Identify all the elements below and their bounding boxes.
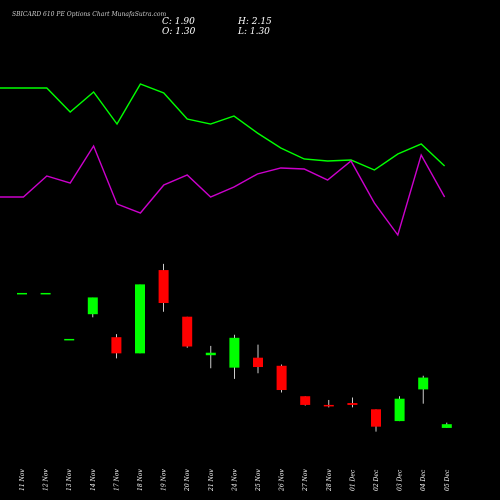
candle-body — [347, 403, 358, 405]
x-tick-label: 20 Nov — [184, 469, 191, 492]
lower-line-path — [0, 144, 446, 237]
candle-body — [135, 284, 145, 354]
high-value: H: 2.15 — [238, 17, 272, 27]
x-tick-label: 19 Nov — [161, 469, 168, 491]
low-value: L: 1.30 — [238, 27, 270, 37]
candles-group — [17, 263, 452, 432]
candle — [394, 396, 405, 422]
candle — [276, 364, 287, 393]
candle — [347, 397, 358, 408]
chart-title: SBICARD 610 PE Options Chart MunafaSutra… — [12, 11, 167, 18]
candle-body — [300, 396, 311, 405]
candle-body — [323, 404, 334, 407]
candle-body — [205, 352, 216, 356]
candle — [229, 334, 240, 379]
candle-body — [17, 292, 27, 295]
candle-body — [229, 337, 240, 368]
candle — [87, 297, 98, 318]
x-tick-label: 11 Nov — [19, 469, 26, 491]
x-tick-label: 21 Nov — [208, 469, 215, 492]
x-axis-ticks: 11 Nov 12 Nov 13 Nov 14 Nov 17 Nov 18 Nov 19 N… — [19, 469, 451, 492]
candle-body — [182, 316, 193, 347]
candle — [17, 292, 27, 295]
candle — [418, 375, 429, 404]
candle — [135, 284, 145, 354]
x-tick-label: 13 Nov — [66, 469, 73, 491]
upper-indicator-line — [0, 83, 446, 171]
candle-body — [87, 297, 98, 315]
x-tick-label: 03 Dec — [397, 469, 404, 491]
close-value: C: 1.90 — [162, 17, 195, 27]
candle — [182, 316, 193, 348]
candle — [205, 345, 216, 369]
candle-body — [158, 270, 169, 304]
x-tick-label: 24 Nov — [231, 469, 238, 492]
candle — [111, 334, 122, 359]
open-value: O: 1.30 — [162, 27, 196, 37]
x-tick-label: 25 Nov — [255, 469, 262, 492]
x-tick-label: 01 Dec — [349, 469, 356, 491]
candle — [253, 344, 263, 374]
candle — [64, 338, 75, 341]
candle-body — [418, 377, 429, 390]
candle — [40, 292, 51, 295]
candle-body — [253, 357, 263, 368]
lower-indicator-line — [0, 144, 446, 237]
candle — [158, 263, 169, 312]
x-tick-label: 14 Nov — [90, 469, 97, 491]
candle — [300, 396, 311, 406]
candle — [441, 422, 452, 428]
x-tick-label: 28 Nov — [326, 469, 333, 492]
x-tick-label: 12 Nov — [43, 469, 50, 491]
candle — [323, 399, 334, 408]
x-tick-label: 27 Nov — [302, 469, 309, 492]
upper-line-path — [0, 83, 446, 171]
candle-body — [64, 338, 75, 341]
x-tick-label: 26 Nov — [279, 469, 286, 492]
candle-body — [40, 292, 51, 295]
x-tick-label: 17 Nov — [113, 469, 120, 491]
x-tick-label: 02 Dec — [373, 469, 380, 491]
candle-body — [111, 337, 122, 354]
candle-body — [371, 409, 381, 427]
x-tick-label: 05 Dec — [444, 469, 451, 491]
candle-body — [394, 398, 405, 422]
x-tick-label: 04 Dec — [420, 469, 427, 491]
x-tick-label: 18 Nov — [137, 469, 144, 491]
candle-body — [441, 424, 452, 428]
candle — [371, 409, 381, 432]
candle-body — [276, 365, 287, 391]
